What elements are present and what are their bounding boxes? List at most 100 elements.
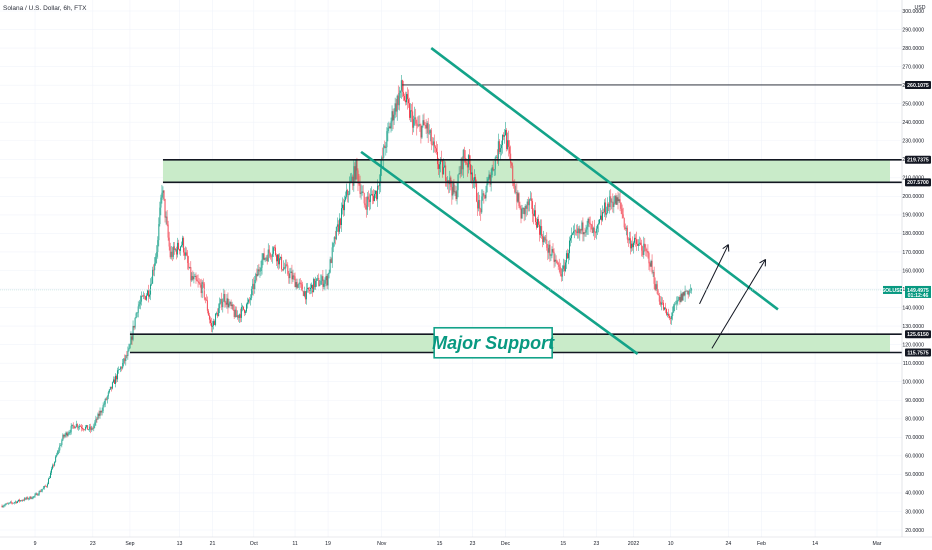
candle-body [458,173,460,175]
candle-body [60,444,62,446]
candle-body [311,284,313,288]
candle-body [520,207,522,219]
candle-body [236,315,238,318]
candle-body [31,498,33,500]
candle-body [259,270,261,272]
candle-body [527,201,529,206]
candle-body [670,318,672,319]
candle-body [426,123,428,129]
y-tick-label: 70.0000 [905,435,924,441]
candle-body [139,301,141,305]
candle-body [218,308,220,317]
candle-body [250,297,252,300]
candle-body [454,191,456,193]
arrow-head[interactable] [759,258,766,264]
time-axis[interactable]: 9 23 Sep 13 21 Oct 11 19 Nov 15 23 Dec 15 23 2022 10 24 F… [34,541,882,547]
grid [0,0,902,537]
candle-body [246,304,247,312]
candle-body [345,196,347,201]
candle-body [473,180,475,182]
candle-body [602,212,603,221]
candle-body [478,199,480,209]
candle-body [167,224,169,238]
candle-body [521,208,523,219]
candle-body [582,222,584,235]
candle-body [466,163,468,168]
candle-body [102,405,104,412]
candle-body [498,141,500,153]
candle-body [40,490,42,492]
candle-body [434,146,436,149]
candle-body [672,312,674,316]
candle-body [638,243,640,246]
candle-body [668,313,670,316]
candle-body [440,159,441,165]
price-axis[interactable]: 20.0000 30.0000 40.0000 50.0000 60.0000 70.00… [902,9,931,534]
candle-body [581,222,583,231]
candle-body [25,498,27,499]
candle-body [499,148,501,153]
projection-arrows[interactable] [699,244,767,349]
candle-body [22,500,24,501]
candle-body [100,410,102,413]
candle-body [585,229,587,233]
candle-body [429,130,431,134]
candle-body [658,295,660,302]
candle-body [606,213,608,215]
candle-body [415,117,417,124]
candle-body [5,503,7,505]
candle-body [279,258,281,265]
candle-body [159,207,161,225]
candle-body [565,253,567,263]
candle-body [628,238,630,241]
candle-body [470,164,471,175]
candle-body [505,130,506,136]
candle-body [677,300,679,301]
candle-body [667,313,668,315]
candle-body [616,197,618,205]
arrow-head[interactable] [722,244,729,250]
candle-body [126,355,128,357]
candle-body [654,283,656,290]
arrow-shaft[interactable] [699,244,729,305]
trend-channel[interactable] [360,47,779,355]
candle-body [304,291,306,300]
candle-body [108,389,110,393]
arrow-shaft[interactable] [711,259,766,349]
candle-body [618,199,620,202]
candle-body [539,224,541,235]
candle-body [417,125,419,127]
candle-body [439,164,440,169]
candle-body [574,230,576,232]
candle-body [662,302,664,310]
candle-body [83,428,84,430]
candle-body [529,198,531,200]
x-tick-label: Sep [125,541,134,547]
level-price-tag [905,155,931,164]
level-price-tag [905,348,931,357]
candle-body [225,302,227,305]
y-tick-label: 230.0000 [902,139,924,145]
candle-body [241,306,243,308]
candle-body [209,319,211,324]
candle-body [115,375,116,384]
candle-body [501,135,503,145]
candle-body [330,259,332,263]
candle-body [583,232,585,235]
candle-body [566,253,568,259]
candle-body [183,237,185,253]
channel-line[interactable] [430,47,779,311]
candle-body [155,256,157,264]
candle-body [318,277,320,286]
support-annotation[interactable]: Major Support [432,326,555,359]
candle-body [336,224,338,227]
candle-body [510,153,512,164]
candle-body [635,237,636,240]
candle-body [289,272,291,279]
support-label[interactable]: Major Support [432,326,555,359]
candle-body [611,201,613,203]
channel-line[interactable] [360,150,639,355]
candle-body [182,237,184,246]
